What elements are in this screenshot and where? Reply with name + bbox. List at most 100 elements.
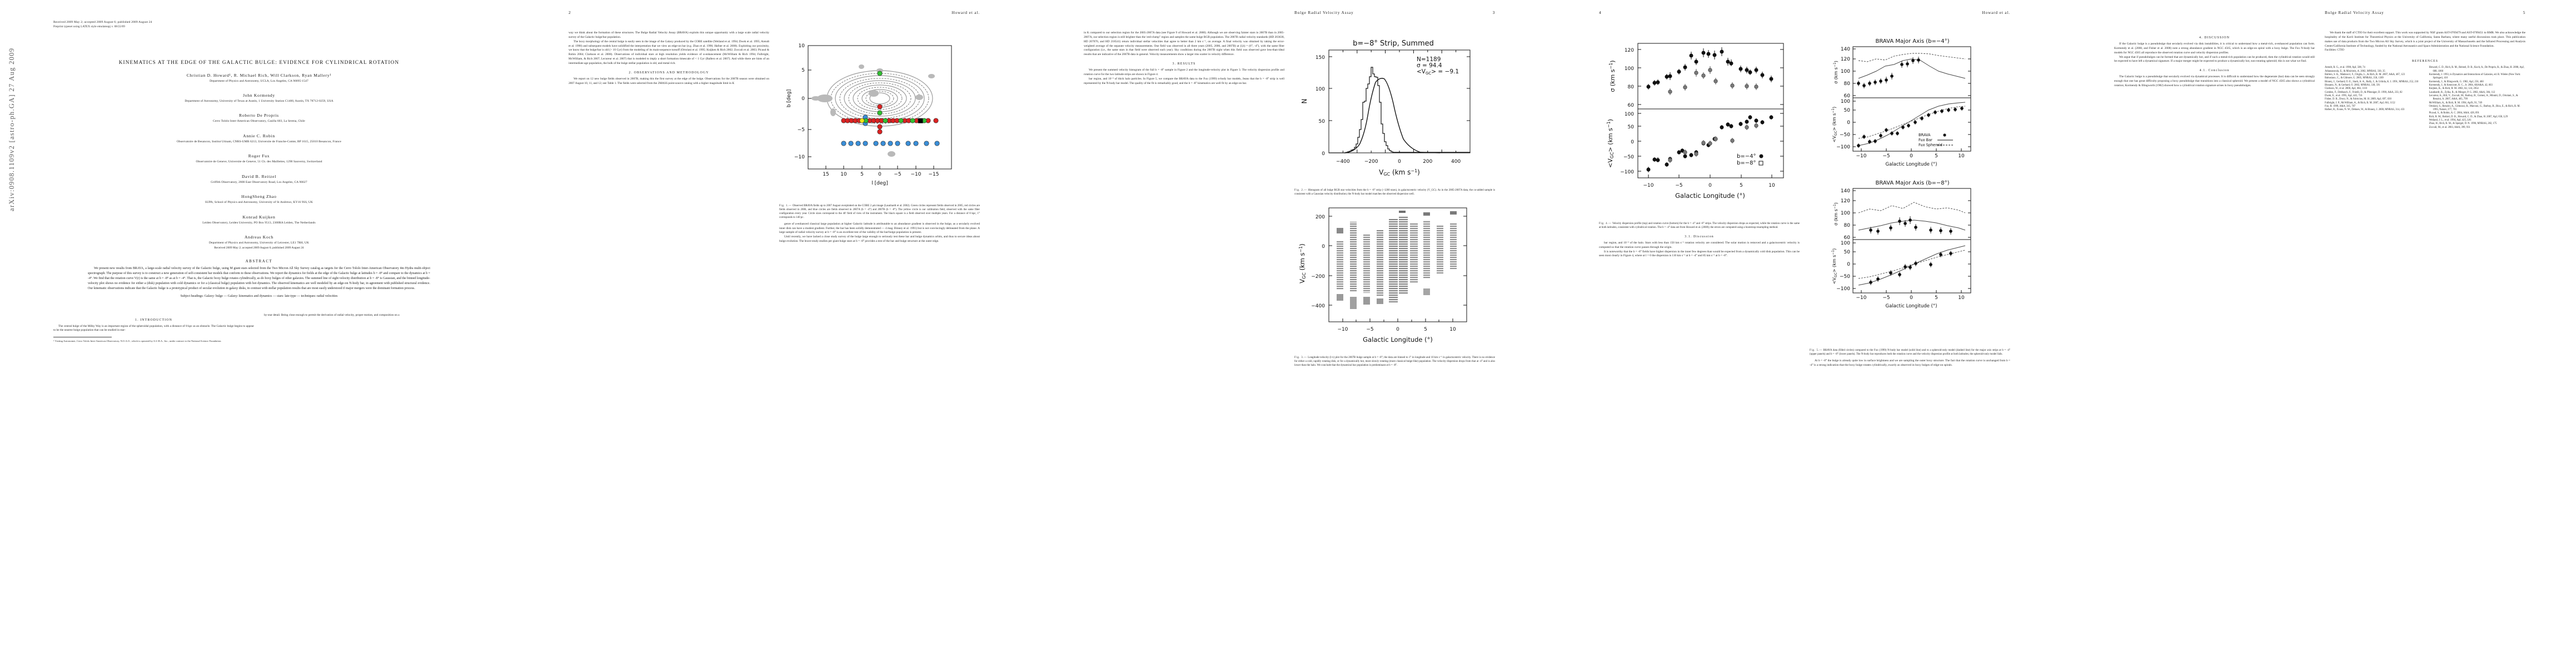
paragraph: At b = -8° the bulge is already quite lo…: [1810, 359, 2010, 367]
references-column-left: Arendt, R. G., et al. 1998, ApJ, 508, 74…: [2325, 66, 2421, 130]
author-affiliation: Observatoire de Geneve, Universite de Ge…: [196, 160, 322, 164]
paragraph: The Galactic bulge is a pseudobulge that…: [2114, 75, 2315, 87]
svg-text:100: 100: [1841, 211, 1850, 216]
figure-2: b=−8° Strip, Summed: [1294, 36, 1495, 197]
reference-item: Dwek, E., et al. 1995, ApJ, 445, 716: [2325, 94, 2363, 97]
svg-text:100: 100: [1841, 241, 1850, 246]
author-group-7: HongSheng Zhao SUPA, School of Physics a…: [53, 194, 465, 205]
svg-text:0: 0: [1847, 262, 1850, 267]
reference-item: Clarkson, W., et al. 2008, ApJ, 684, 111…: [2325, 87, 2367, 91]
author-group-4: Annie C. Robin Observatoire de Besancon,…: [53, 133, 465, 144]
paragraph: It is noteworthy that the b = -8° fields…: [1599, 250, 1800, 258]
svg-text:0: 0: [1910, 153, 1913, 159]
svg-text:−200: −200: [1364, 159, 1378, 165]
svg-text:140: 140: [1841, 47, 1850, 52]
paragraph: bar region, and 10⁻³ of thick halo parti…: [1084, 77, 1284, 85]
running-head: Bulge Radial Velocity Assay 5: [2114, 10, 2525, 17]
svg-text:−10: −10: [1856, 153, 1867, 159]
paragraph: We present the summed velocity histogram…: [1084, 68, 1284, 76]
figure-5b-title: BRAVA Major Axis (b=−8°): [1876, 180, 1950, 186]
figure-4-caption-text: Velocity dispersion profile (top) and ro…: [1599, 222, 1800, 229]
svg-text:100: 100: [1625, 66, 1634, 72]
body-columns: way we think about the formation of thes…: [569, 31, 980, 244]
author-affiliation: Department of Physics and Astronomy, Uni…: [208, 241, 310, 245]
paragraph: The boxy morphology of the central bulge…: [569, 39, 769, 65]
running-head: 4 Howard et al.: [1599, 10, 2010, 17]
author-names: HongSheng Zhao: [241, 194, 277, 200]
paragraph: If the Galactic bulge is a pseudobulge t…: [2114, 42, 2315, 54]
figure-4-bottom-ylabel: <VGC> (km s−1): [1606, 119, 1615, 168]
figure-4-top-ylabel: σ (km s−1): [1608, 60, 1616, 92]
abstract-text: We present new results from BRAVA, a lar…: [88, 267, 430, 290]
section-heading-introduction: 1. INTRODUCTION: [135, 318, 172, 322]
figure-2-ylabel: N: [1301, 99, 1308, 104]
svg-text:−5: −5: [1882, 295, 1890, 301]
figure-3-caption-text: Longitude-velocity (l-v) plot for the 20…: [1294, 356, 1495, 367]
page-2: 2 Howard et al. way we think about the f…: [515, 0, 1030, 667]
figure-4: 60 80 100 120 σ (km s−1): [1599, 36, 1800, 230]
body-columns: 4. DISCUSSION If the Galactic bulge is a…: [2114, 31, 2525, 130]
svg-text:−10: −10: [1338, 327, 1348, 332]
svg-text:10: 10: [1958, 153, 1965, 159]
page-number: 4: [1599, 10, 1602, 15]
author-names: Christian D. Howard¹, R. Michael Rich, W…: [186, 72, 332, 78]
svg-text:10: 10: [840, 172, 847, 177]
reference-item: Fux, R. 1999, A&A, 345, 787: [2325, 104, 2356, 108]
svg-text:10: 10: [1958, 295, 1965, 301]
paragraph: We report on 12 new bulge fields observe…: [569, 77, 769, 85]
page-number: 3: [1492, 10, 1495, 15]
svg-text:140: 140: [1841, 188, 1850, 194]
footnote-text: ¹ Visiting Astronomer, Cerro Tololo Inte…: [53, 340, 222, 343]
reference-item: Babusiaux, C., & Gilmore, G. 2005, MNRAS…: [2325, 77, 2384, 80]
figure-2-caption: Fig. 2.— Histogram of all bulge RGB star…: [1294, 189, 1495, 197]
figure-2-annotation-n: N=1189: [1417, 56, 1441, 63]
reference-item: Bissantz, N., & Gerhard, O. 2002, MNRAS,…: [2325, 83, 2380, 87]
svg-text:−10: −10: [911, 172, 921, 177]
paragraph: genre of a-enhanced classical large popu…: [779, 222, 980, 235]
figure-5-caption-text: BRAVA data (filled circles) compared to …: [1810, 349, 2010, 356]
figure-4-caption-label: Fig. 4.—: [1599, 222, 1612, 225]
svg-text:5: 5: [1935, 153, 1938, 159]
author-affiliation: Cerro Tololo Inter-American Observatory,…: [213, 120, 305, 123]
svg-text:5: 5: [1740, 183, 1743, 188]
svg-text:Galactic Longitude (°): Galactic Longitude (°): [1886, 303, 1937, 309]
svg-text:120: 120: [1841, 198, 1850, 204]
svg-text:−400: −400: [1311, 303, 1325, 309]
svg-text:σ (km s−1): σ (km s−1): [1833, 202, 1838, 226]
body-columns: 60 80 100 120 σ (km s−1): [1599, 31, 2010, 368]
figure-4-legend: b=−4° b=−8°: [1737, 153, 1763, 166]
svg-text:−50: −50: [1623, 155, 1634, 160]
author-affiliation: Department of Physics and Astronomy, UCL…: [210, 79, 308, 83]
svg-text:200: 200: [1316, 215, 1325, 220]
svg-text:−5: −5: [1366, 327, 1373, 332]
column-left: in K compared to our selection region fo…: [1084, 31, 1284, 370]
author-affiliation: Leiden Observatory, Leiden University, P…: [202, 221, 316, 225]
figure-2-annotation-mean: <VGC> = −9.1: [1417, 68, 1459, 76]
reference-item: Howard, C. D., Rich, R. M., Reitzel, D. …: [2429, 66, 2524, 73]
figure-4-legend-item-1: b=−4°: [1737, 153, 1756, 160]
svg-text:−200: −200: [1311, 274, 1325, 280]
reference-item: Kormendy, J., & Kennicutt, R. C., Jr. 20…: [2429, 83, 2493, 87]
svg-text:Galactic Longitude (°): Galactic Longitude (°): [1886, 162, 1937, 167]
figure-2-plot: b=−8° Strip, Summed: [1301, 39, 1471, 177]
figure-4-xlabel: Galactic Longitude (°): [1675, 192, 1745, 200]
svg-text:<VGC> (km s−1): <VGC> (km s−1): [1831, 107, 1838, 143]
section-heading-observations: 2. OBSERVATIONS AND METHODOLOGY: [629, 71, 709, 74]
figure-4-plot: 60 80 100 120 σ (km s−1): [1606, 43, 1784, 200]
author-names: Roger Fux: [248, 153, 270, 159]
body-columns: 1. INTRODUCTION The central bulge of the…: [53, 313, 465, 344]
svg-text:15: 15: [823, 172, 829, 177]
figure-3-caption: Fig. 3.— Longitude-velocity (l-v) plot f…: [1294, 356, 1495, 368]
author-affiliation: SUPA, School of Physics and Astronomy, U…: [205, 201, 313, 205]
figure-1-caption: Fig. 1.— Observed BRAVA fields up to 200…: [779, 205, 980, 220]
reference-item: Athanassoula, E., & Misiriotis, A. 2002,…: [2325, 69, 2385, 73]
svg-text:10: 10: [1449, 327, 1456, 332]
svg-text:150: 150: [1316, 55, 1325, 61]
figure-5-caption-label: Fig. 5.—: [1810, 349, 1822, 352]
author-group-3: Roberto De Propris Cerro Tololo Inter-Am…: [53, 113, 465, 123]
author-group-9: Andreas Koch Department of Physics and A…: [53, 235, 465, 250]
svg-text:0: 0: [878, 172, 881, 177]
running-head-title: Bulge Radial Velocity Assay: [1294, 11, 1354, 15]
svg-text:5: 5: [860, 172, 864, 177]
reference-item: Kuijken, K., & Rich, R. M. 2002, AJ, 124…: [2429, 87, 2479, 91]
